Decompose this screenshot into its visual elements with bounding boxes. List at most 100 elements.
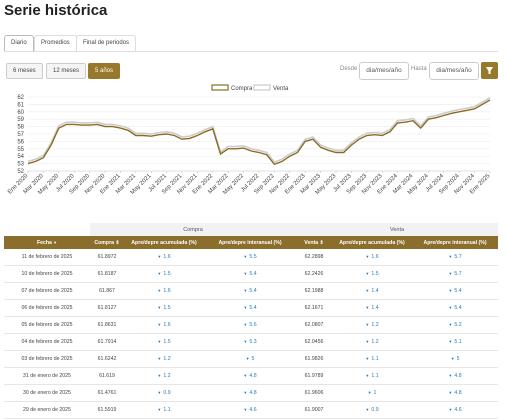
table-cell: 4.8 — [204, 367, 297, 385]
range-button[interactable]: 5 años — [88, 63, 121, 79]
table-cell: 61.9007 — [296, 401, 333, 419]
table-cell: 62.2898 — [296, 249, 333, 266]
table-cell: 1.6 — [332, 249, 413, 266]
column-header[interactable]: Apre/depre acumulada (%) — [124, 236, 204, 249]
table-cell: 1.5 — [124, 265, 204, 283]
table-cell: 5.6 — [204, 316, 297, 334]
range-button[interactable]: 12 meses — [46, 63, 87, 79]
table-cell: 5.3 — [204, 333, 297, 351]
page-title: Serie histórica — [4, 2, 108, 19]
table-cell: 1.2 — [124, 367, 204, 385]
group-header: Compra — [90, 223, 297, 236]
y-tick-label: 52 — [17, 169, 24, 175]
range-button[interactable]: 6 meses — [6, 63, 43, 79]
column-header[interactable]: Fecha — [4, 236, 90, 249]
table-cell: 1.6 — [124, 282, 204, 300]
table-cell: 61.9826 — [296, 350, 333, 368]
table-row: 07 de febrero de 202561.8671.65.462.1988… — [4, 282, 499, 300]
legend-swatch — [253, 84, 271, 91]
table-cell: 31 de enero de 2025 — [4, 367, 90, 385]
table-row: 05 de febrero de 202561.86311.65.662.080… — [4, 316, 499, 334]
date-input[interactable]: dia/mes/año — [359, 62, 409, 80]
table-cell: 1.1 — [124, 401, 204, 419]
table-cell: 5.4 — [412, 282, 499, 300]
filter-button[interactable] — [481, 62, 498, 79]
table-cell: 62.0456 — [296, 333, 333, 351]
table-cell: 61.8187 — [90, 265, 124, 283]
table-cell: 4.8 — [204, 384, 297, 402]
date-input[interactable]: dia/mes/año — [429, 62, 479, 80]
table-cell: 5.2 — [412, 316, 499, 334]
table-row: 30 de enero de 202561.47610.94.861.96061… — [4, 384, 499, 402]
table-cell: 04 de febrero de 2025 — [4, 333, 90, 351]
table-cell: 5.7 — [412, 249, 499, 266]
column-header[interactable]: Compra — [90, 236, 124, 249]
table-cell: 5.7 — [412, 265, 499, 283]
y-tick-label: 59 — [17, 117, 24, 123]
table-cell: 5.4 — [204, 282, 297, 300]
table-cell: 4.6 — [412, 401, 499, 419]
table-row: 04 de febrero de 202561.79141.55.362.045… — [4, 333, 499, 351]
spacer — [4, 223, 90, 236]
table-row: 06 de febrero de 202561.81271.55.462.167… — [4, 299, 499, 317]
legend-swatch — [211, 84, 229, 91]
table-cell: 4.8 — [412, 384, 499, 402]
table-cell: 61.7914 — [90, 333, 124, 351]
table-cell: 62.2426 — [296, 265, 333, 283]
table-cell: 1 — [332, 384, 413, 402]
column-header[interactable]: Apre/depre interanual (%) — [412, 236, 499, 249]
table-cell: 5.1 — [412, 333, 499, 351]
table-cell: 10 de febrero de 2025 — [4, 265, 90, 283]
table-cell: 61.9789 — [296, 367, 333, 385]
table-cell: 61.867 — [90, 282, 124, 300]
table-cell: 5 — [204, 350, 297, 368]
series-line — [27, 99, 491, 166]
series-line — [27, 97, 491, 164]
group-header: Venta — [296, 223, 499, 236]
y-tick-label: 57 — [17, 132, 24, 138]
table-row: 11 de febrero de 202561.89721.65.562.289… — [4, 249, 499, 266]
table-row: 31 de enero de 202561.6191.24.861.97891.… — [4, 367, 499, 385]
table-cell: 1.5 — [124, 333, 204, 351]
y-tick-label: 58 — [17, 125, 24, 131]
date-label: Desde — [340, 66, 358, 72]
table-cell: 61.619 — [90, 367, 124, 385]
tab[interactable]: Final de periodos — [76, 35, 137, 51]
table-cell: 07 de febrero de 2025 — [4, 282, 90, 300]
table-cell: 0.9 — [332, 401, 413, 419]
column-header[interactable]: Apre/depre acumulada (%) — [332, 236, 413, 249]
tab[interactable]: Promedios — [34, 35, 77, 51]
table-cell: 03 de febrero de 2025 — [4, 350, 90, 368]
table-cell: 1.4 — [332, 282, 413, 300]
table-cell: 5.4 — [412, 299, 499, 317]
table-row: 29 de enero de 202561.59191.14.661.90070… — [4, 401, 499, 419]
column-header[interactable]: Venta — [296, 236, 333, 249]
legend-label: Compra — [231, 86, 253, 92]
table-row: 10 de febrero de 202561.81871.55.462.242… — [4, 265, 499, 283]
table-cell: 06 de febrero de 2025 — [4, 299, 90, 317]
table-cell: 0.9 — [124, 384, 204, 402]
table-cell: 1.6 — [124, 249, 204, 266]
table-cell: 29 de enero de 2025 — [4, 401, 90, 419]
page: {"header": {"title": "Serie histórica"},… — [0, 0, 506, 404]
table-cell: 4.8 — [412, 367, 499, 385]
table-cell: 11 de febrero de 2025 — [4, 249, 90, 266]
table-cell: 5.5 — [204, 249, 297, 266]
table-cell: 1.4 — [332, 299, 413, 317]
y-tick-label: 60 — [17, 110, 24, 116]
y-tick-label: 54 — [17, 154, 24, 160]
y-tick-label: 62 — [17, 95, 24, 101]
table-cell: 1.5 — [332, 265, 413, 283]
table-cell: 05 de febrero de 2025 — [4, 316, 90, 334]
table-cell: 1.2 — [332, 316, 413, 334]
table-cell: 30 de enero de 2025 — [4, 384, 90, 402]
date-label: Hasta — [411, 66, 427, 72]
column-header[interactable]: Apre/depre interanual (%) — [204, 236, 297, 249]
table-cell: 1.6 — [124, 316, 204, 334]
y-tick-label: 55 — [17, 147, 24, 153]
tab[interactable]: Diario — [4, 35, 34, 51]
table-cell: 1.1 — [332, 350, 413, 368]
table-row: 03 de febrero de 202561.62421.2561.98261… — [4, 350, 499, 368]
